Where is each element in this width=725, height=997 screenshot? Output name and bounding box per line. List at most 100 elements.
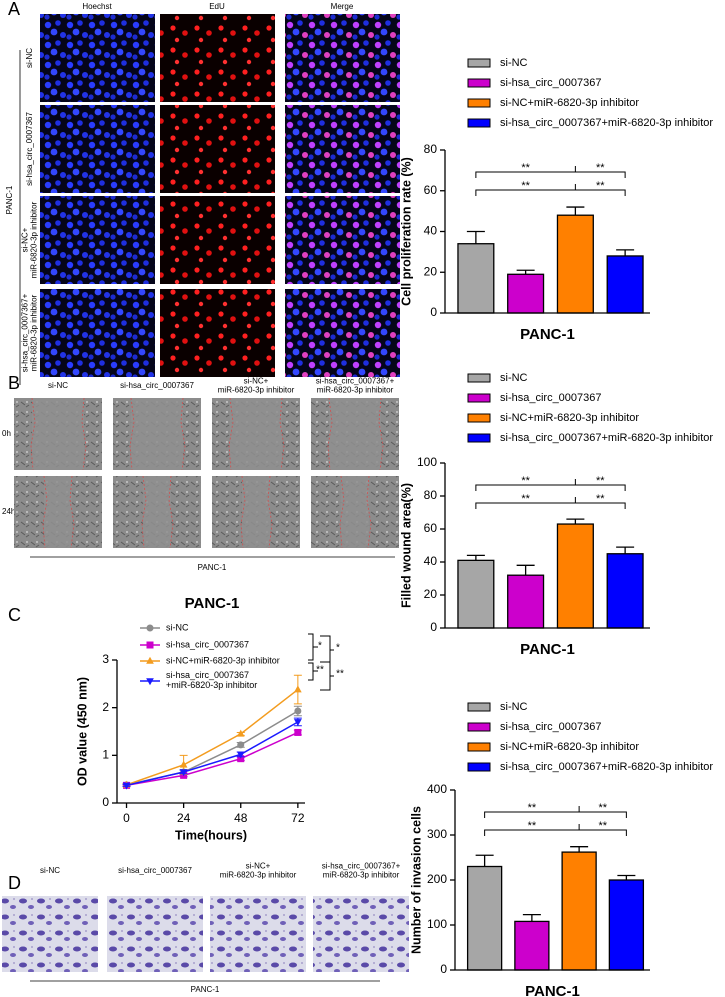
- legend-label: si-hsa_circ_0007367: [500, 392, 602, 404]
- point: [179, 769, 188, 777]
- y-tick-label: 0: [430, 305, 437, 319]
- column-label: si-hsa_circ_0007367+ miR-6820-3p inhibito…: [322, 862, 401, 880]
- y-tick-label: 60: [424, 521, 438, 535]
- row-label: 24h: [2, 507, 15, 516]
- legend-swatch: [467, 413, 491, 423]
- legend-label: si-NC: [500, 57, 528, 69]
- bar: [561, 851, 597, 971]
- y-tick-label: 0: [430, 620, 437, 634]
- invasion-image: [2, 896, 98, 972]
- wound-gap: [32, 398, 84, 470]
- legend-swatch: [467, 433, 491, 443]
- wound-gap: [230, 398, 282, 470]
- legend-label: si-NC+miR-6820-3p inhibitor: [166, 655, 280, 665]
- wound-edge: [327, 397, 384, 471]
- y-tick-label: 40: [424, 554, 438, 568]
- significance-bracket: [475, 184, 626, 196]
- x-axis-label: PANC-1: [520, 641, 575, 658]
- significance-label: **: [596, 493, 605, 505]
- wound-gap: [329, 398, 381, 470]
- y-tick-label: 100: [417, 455, 437, 469]
- x-axis-label: Time(hours): [175, 828, 247, 842]
- bar: [507, 574, 545, 629]
- legend-label: si-hsa_circ_0007367+miR-6820-3p inhibito…: [166, 670, 257, 690]
- significance-bracket: [484, 824, 627, 836]
- wound-edge: [228, 397, 285, 471]
- bar: [606, 553, 644, 629]
- legend-swatch: [467, 58, 491, 68]
- chart-title: PANC-1: [185, 595, 240, 612]
- legend-label: si-NC: [500, 701, 528, 713]
- micrograph: [285, 196, 400, 284]
- significance-label: **: [521, 493, 530, 505]
- row-label: 0h: [2, 429, 11, 438]
- significance-label: *: [336, 643, 340, 654]
- legend-marker: [146, 624, 154, 632]
- significance-label: **: [596, 162, 605, 174]
- micrograph: [40, 289, 155, 377]
- significance-label: **: [598, 820, 607, 832]
- micrograph: [160, 14, 275, 102]
- series-line: [126, 688, 299, 786]
- column-label: si-hsa_circ_0007367: [120, 381, 194, 390]
- point: [294, 719, 302, 727]
- significance-label: **: [336, 669, 344, 680]
- group-label: PANC-1: [191, 985, 220, 994]
- y-tick-label: 0: [102, 795, 109, 809]
- point: [237, 741, 245, 749]
- wound-gap: [131, 398, 183, 470]
- significance-label: **: [528, 820, 537, 832]
- column-label: si-hsa_circ_0007367: [118, 866, 192, 875]
- legend-label: si-hsa_circ_0007367+miR-6820-3p inhibito…: [500, 432, 713, 444]
- significance-label: **: [316, 665, 324, 676]
- significance-label: *: [318, 641, 322, 652]
- invasion-image: [107, 896, 203, 972]
- wound-edge: [129, 397, 186, 471]
- legend-swatch: [467, 373, 491, 383]
- significance-bracket: [308, 633, 334, 691]
- bar: [556, 523, 594, 629]
- legend-label: si-hsa_circ_0007367: [500, 721, 602, 733]
- y-tick-label: 300: [427, 827, 447, 841]
- bar: [556, 214, 594, 314]
- invasion-image: [313, 896, 409, 972]
- point: [122, 782, 131, 790]
- significance-label: **: [596, 475, 605, 487]
- series-line: [126, 731, 299, 787]
- significance-label: **: [596, 180, 605, 192]
- legend-label: si-NC+miR-6820-3p inhibitor: [500, 412, 639, 424]
- legend-swatch: [467, 742, 491, 752]
- legend-swatch: [467, 118, 491, 128]
- legend-swatch: [467, 78, 491, 88]
- x-tick-label: 48: [234, 811, 248, 825]
- group-label: PANC-1: [198, 563, 227, 572]
- wound-edge: [141, 475, 174, 549]
- legend-marker: [146, 641, 154, 649]
- row-label: si-hsa_circ_0007367+miR-6820-3p inhibito…: [21, 293, 39, 372]
- micrograph: [160, 196, 275, 284]
- legend-swatch: [467, 722, 491, 732]
- point: [294, 685, 302, 693]
- wound-edge: [339, 475, 372, 549]
- wound-edge: [42, 475, 75, 549]
- bar: [457, 243, 495, 314]
- y-tick-label: 40: [424, 224, 438, 238]
- y-axis-label: OD value (450 nm): [75, 677, 89, 786]
- legend-marker: [146, 678, 154, 686]
- significance-label: **: [598, 802, 607, 814]
- point: [294, 707, 302, 715]
- group-label: PANC-1: [5, 185, 14, 214]
- legend-label: si-NC: [500, 372, 528, 384]
- wound-edge: [240, 475, 273, 549]
- legend-label: si-hsa_circ_0007367+miR-6820-3p inhibito…: [500, 117, 713, 129]
- column-label: si-NC: [48, 381, 68, 390]
- legend-marker: [146, 656, 154, 664]
- legend-label: si-hsa_circ_0007367+miR-6820-3p inhibito…: [500, 761, 713, 773]
- wound-gap: [143, 476, 171, 548]
- micrograph: [40, 196, 155, 284]
- column-label: EdU: [209, 2, 225, 11]
- point: [236, 751, 245, 759]
- x-axis-label: PANC-1: [520, 326, 575, 343]
- micrograph: [40, 105, 155, 193]
- y-tick-label: 3: [102, 652, 109, 666]
